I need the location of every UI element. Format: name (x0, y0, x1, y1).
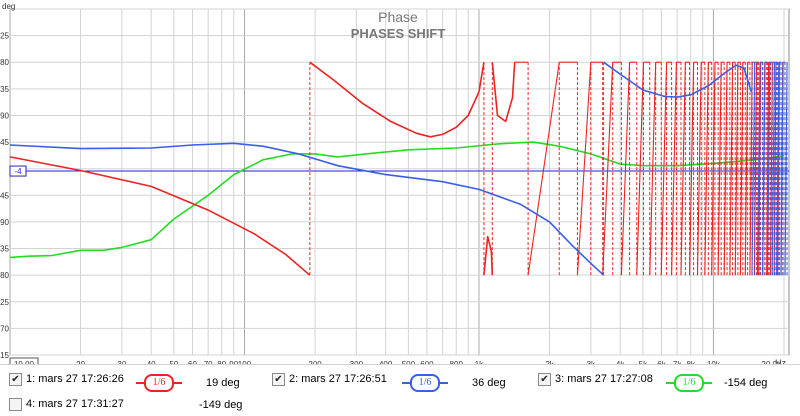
x-tick-label: 60 (188, 360, 197, 364)
x-tick-label: 80 (217, 360, 226, 364)
x-tick-label: 6k (657, 360, 666, 364)
legend-label-1: 1: mars 27 17:26:26 (26, 373, 124, 385)
series-1-cycle (602, 62, 614, 276)
x-tick-label: 100 (238, 360, 252, 364)
series-1-cycle (576, 62, 592, 276)
x-tick-label: 50 (169, 360, 178, 364)
x-tick-label: 300 (350, 360, 364, 364)
x-tick-label: 600 (420, 360, 434, 364)
x-tick-label: 1k (475, 360, 484, 364)
legend-item-1[interactable]: ✔ 1: mars 27 17:26:26 (9, 370, 124, 388)
y-tick-label: 90 (0, 111, 9, 120)
y-tick-labels: -315 -270 -225 -180 -135 -90 -45 45 90 135 180 225 (0, 32, 10, 360)
series-layer (9, 61, 788, 276)
y-tick-label: 180 (0, 58, 10, 67)
y-tick-label: -270 (0, 324, 10, 333)
series-2-line (603, 61, 753, 98)
series-1-line (9, 156, 311, 276)
smoothing-badge-1[interactable]: 1/6 (136, 374, 182, 392)
x-tick-labels: 10,00 20 30 40 50 60 70 8090100 200 300 400 500 600 8… (9, 357, 782, 364)
series-3-line (9, 141, 785, 259)
series-1-cycle (680, 62, 686, 276)
reference-line-badge (9, 165, 27, 177)
x-tick-label: 20,0k (761, 360, 782, 364)
y-tick-label: 135 (0, 85, 10, 94)
legend-value-4: -149 deg (199, 399, 243, 411)
reference-line-label: -4 (14, 167, 22, 176)
series-1-cycle (620, 62, 631, 276)
reference-line: -4 (9, 165, 789, 177)
x-tick-label: 5k (639, 360, 648, 364)
chart-subtitle: PHASES SHIFT (351, 26, 446, 41)
y-tick-label: -225 (0, 298, 10, 307)
x-tick-label: 70 (204, 360, 213, 364)
series-2 (9, 61, 788, 276)
series-3 (9, 141, 785, 259)
x-tick-label: 8k (686, 360, 695, 364)
legend-label-4: 4: mars 27 17:31:27 (26, 398, 124, 410)
smoothing-badge-2[interactable]: 1/6 (402, 374, 448, 392)
y-axis-label: deg (2, 2, 15, 11)
smoothing-badge-3[interactable]: 1/6 (666, 374, 712, 392)
x-tick-label: 7k (673, 360, 682, 364)
legend-item-4[interactable]: 4: mars 27 17:31:27 (9, 395, 124, 413)
legend-value-2: 36 deg (472, 377, 506, 389)
y-tick-label: -315 (0, 351, 10, 360)
series-1-cycle (636, 62, 645, 276)
legend-item-3[interactable]: ✔ 3: mars 27 17:27:08 (538, 370, 653, 388)
x-tick-label: 4k (616, 360, 625, 364)
x-axis-unit: Hz (775, 358, 786, 364)
series-1-cycle (649, 62, 657, 276)
series-1-cycle (704, 62, 709, 276)
x-tick-label: 800 (450, 360, 464, 364)
x-tick-label: 10k (707, 360, 721, 364)
series-1-cycle (696, 62, 702, 276)
series-1-line (309, 61, 485, 138)
series-1-cycle (717, 62, 722, 276)
x-tick-label: 10,00 (14, 360, 35, 364)
phase-chart[interactable]: -4 -315 -270 -225 -180 -135 -90 -45 45 90 135 180 2… (0, 0, 800, 364)
series-1-cycle (660, 62, 668, 276)
checkbox-2[interactable]: ✔ (272, 372, 285, 386)
x-tick-label: 500 (402, 360, 416, 364)
x-tick-label: 3k (587, 360, 596, 364)
y-tick-label: 45 (0, 138, 9, 147)
plot-area (9, 8, 790, 356)
x-tick-label: 400 (379, 360, 393, 364)
x-tick-label: 2k (545, 360, 554, 364)
legend-label-2: 2: mars 27 17:26:51 (289, 373, 387, 385)
series-2-line (9, 142, 605, 276)
y-tick-label: -90 (0, 218, 10, 227)
y-tick-label: -45 (0, 191, 10, 200)
legend-label-3: 3: mars 27 17:27:08 (555, 373, 653, 385)
checkbox-1[interactable]: ✔ (9, 372, 22, 386)
series-1-line (491, 62, 516, 123)
series-1-cycle (527, 62, 560, 276)
legend-value-3: -154 deg (724, 377, 768, 389)
x-tick-label: 40 (147, 360, 156, 364)
x-tick-label: 90 (229, 360, 238, 364)
checkbox-4[interactable] (9, 397, 22, 411)
legend: ✔ 1: mars 27 17:26:26 1/6 19 deg ✔ 2: ma… (0, 364, 800, 416)
y-tick-label: -135 (0, 245, 10, 254)
x-tick-label: 20 (76, 360, 85, 364)
y-tick-label: 225 (0, 32, 10, 41)
series-1-cycle (711, 62, 716, 276)
series-1-cycle (689, 62, 695, 276)
legend-item-2[interactable]: ✔ 2: mars 27 17:26:51 (272, 370, 387, 388)
chart-title: Phase (378, 9, 418, 25)
x-axis-start-box (9, 357, 39, 364)
checkbox-3[interactable]: ✔ (538, 372, 551, 386)
x-tick-label: 30 (117, 360, 126, 364)
x-tick-label: 200 (308, 360, 322, 364)
y-tick-label: -180 (0, 271, 10, 280)
legend-value-1: 19 deg (206, 377, 240, 389)
